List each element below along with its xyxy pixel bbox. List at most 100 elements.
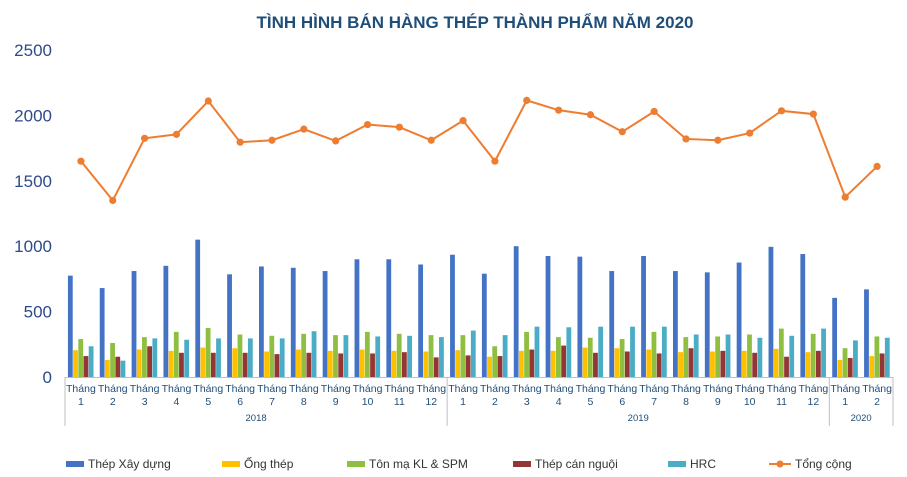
bar (343, 335, 349, 377)
x-tick-label: Tháng (353, 383, 383, 395)
bar (407, 335, 412, 377)
bar (545, 256, 551, 377)
bar (609, 271, 615, 377)
x-tick-label: 11 (776, 396, 787, 408)
line-point (236, 138, 244, 146)
total-line-series (77, 96, 881, 205)
bar (131, 271, 137, 377)
year-group-label: 2019 (628, 413, 649, 424)
x-tick-label: Tháng (671, 383, 701, 395)
bar (237, 334, 243, 377)
bar (311, 331, 317, 377)
legend-item: Ống thép (222, 456, 294, 471)
legend-label: HRC (690, 457, 716, 471)
y-axis: 0 500 1000 1500 2000 2500 (14, 41, 52, 387)
line-point (77, 157, 85, 165)
bar (534, 326, 540, 377)
bar (465, 355, 471, 377)
bar (556, 337, 561, 377)
bar (73, 350, 78, 377)
bar (450, 254, 455, 377)
bar (232, 348, 238, 377)
line-point (204, 97, 212, 105)
line-point (523, 96, 531, 104)
x-tick-label: Tháng (735, 383, 765, 395)
bar (757, 337, 763, 377)
bar (301, 333, 307, 377)
legend-swatch (513, 461, 531, 467)
bar (296, 349, 301, 377)
x-tick-label: Tháng (257, 383, 287, 395)
line-point (841, 193, 849, 201)
bar (370, 353, 375, 377)
bar (269, 335, 275, 377)
x-tick-label: 7 (269, 396, 275, 408)
x-tick-label: Tháng (98, 383, 128, 395)
x-tick-label: Tháng (416, 383, 446, 395)
bar (391, 350, 397, 377)
bar (487, 356, 492, 377)
bar (364, 331, 370, 377)
x-tick-label: Tháng (162, 383, 192, 395)
bar (641, 256, 646, 377)
bar (624, 351, 630, 377)
bar (439, 337, 444, 377)
bar (789, 335, 795, 377)
x-tick-label: Tháng (289, 383, 319, 395)
legend-item: Thép Xây dựng (66, 457, 171, 471)
bar (847, 358, 853, 377)
bar-series-4 (88, 326, 890, 377)
bar (524, 331, 529, 377)
line-point (650, 107, 658, 116)
y-tick-label: 2500 (14, 41, 52, 60)
legend-swatch-marker (776, 460, 784, 468)
bar (179, 352, 184, 377)
bar (582, 347, 588, 377)
bar (879, 353, 885, 377)
line-point (172, 130, 181, 138)
line-point (363, 120, 372, 129)
legend-label: Ống thép (244, 456, 294, 471)
bar (115, 356, 121, 377)
bar (173, 331, 179, 377)
bar (577, 256, 583, 377)
bar (518, 350, 524, 377)
line-point (268, 136, 276, 144)
x-tick-label: Tháng (321, 383, 351, 395)
bar (274, 354, 280, 377)
legend-item: Tôn mạ KL & SPM (347, 457, 468, 471)
legend: Thép Xây dựng Ống thép Tôn mạ KL & SPM Thép… (66, 456, 852, 471)
bar (561, 345, 567, 377)
bar (693, 334, 699, 377)
bar (720, 350, 726, 377)
x-tick-label: 8 (301, 396, 307, 408)
bar (492, 346, 498, 377)
x-tick-label: 9 (715, 396, 721, 408)
bar (110, 342, 115, 377)
x-tick-label: 12 (425, 396, 437, 408)
line-point (586, 111, 595, 119)
bar (78, 339, 84, 377)
bar (566, 327, 572, 377)
bar (598, 326, 604, 377)
x-tick-label: 2 (492, 396, 498, 408)
bar (470, 330, 476, 377)
bar (83, 356, 89, 377)
bar (142, 337, 147, 377)
bar (630, 326, 635, 377)
bar (810, 333, 816, 377)
x-tick-label: 10 (362, 396, 374, 408)
line-point (332, 137, 340, 145)
bar-series-2 (78, 327, 880, 377)
chart-title: TÌNH HÌNH BÁN HÀNG THÉP THÀNH PHẨM NĂM 2… (257, 13, 694, 32)
bar (147, 346, 153, 377)
x-tick-label: Tháng (639, 383, 669, 395)
year-group-label: 2020 (851, 413, 872, 424)
legend-item: Thép cán nguội (513, 457, 618, 471)
bar (651, 331, 657, 377)
x-tick-label: Tháng (225, 383, 255, 395)
bar (502, 335, 508, 377)
line-point (873, 162, 881, 171)
x-tick-label: 3 (142, 396, 148, 408)
line-point (109, 196, 117, 205)
